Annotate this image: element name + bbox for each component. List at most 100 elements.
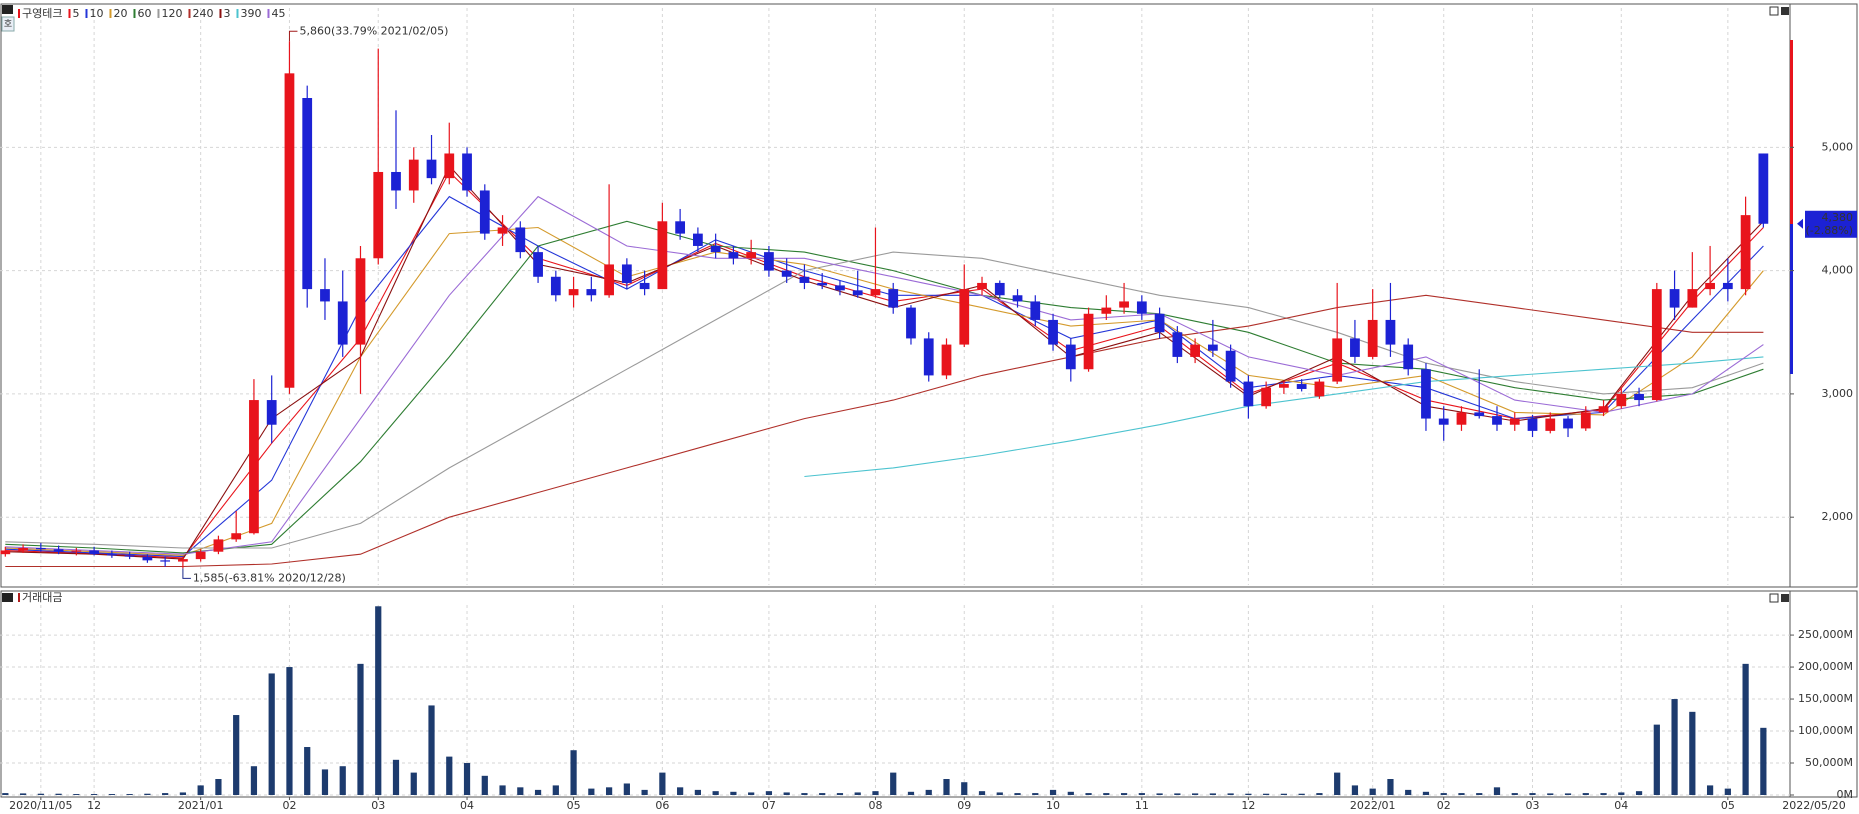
candle-body <box>1083 313 1094 370</box>
candle-body <box>284 73 295 388</box>
candle-body <box>1421 369 1431 419</box>
candle-body <box>337 301 348 345</box>
candle-body <box>1225 350 1236 382</box>
volume-bar <box>1493 787 1501 795</box>
candle-body <box>1527 418 1538 431</box>
candle-body <box>1563 418 1573 429</box>
volume-bar <box>534 789 542 795</box>
candle-body <box>1705 282 1715 290</box>
volume-bar <box>588 788 595 795</box>
volume-bar <box>215 779 222 795</box>
last-price-pointer <box>1797 218 1803 229</box>
candle-body <box>852 290 863 296</box>
volume-bar <box>712 791 719 795</box>
candle-body <box>124 555 135 557</box>
candle-body <box>35 548 46 550</box>
volume-bar <box>801 793 808 795</box>
y-tick-label: 150,000M <box>1798 692 1853 705</box>
candle-body <box>249 400 259 534</box>
candle-body <box>817 282 828 286</box>
candle-body <box>426 159 437 179</box>
candle-body <box>1669 289 1680 308</box>
candle-body <box>1136 301 1147 314</box>
volume-bar <box>694 789 701 795</box>
candle-body <box>1651 289 1662 401</box>
x-tick-label: 05 <box>567 799 581 812</box>
last-price-label: 4,380 <box>1822 211 1854 224</box>
candle-body <box>639 282 650 290</box>
moving-average-line <box>804 356 1764 478</box>
candle-body <box>462 153 472 191</box>
candle-body <box>693 233 703 246</box>
volume-bar <box>392 759 400 795</box>
candle-body <box>1154 313 1165 333</box>
close-button[interactable] <box>1781 594 1789 602</box>
candle-body <box>1190 344 1200 357</box>
candle-body <box>568 289 579 296</box>
close-button[interactable] <box>1781 7 1789 15</box>
x-tick-label: 12 <box>1241 799 1255 812</box>
candle-body <box>1758 153 1769 224</box>
range-bar-down <box>1790 224 1793 374</box>
legend-swatch <box>109 9 112 18</box>
x-tick-label: 05 <box>1721 799 1735 812</box>
candle-body <box>1687 289 1698 308</box>
candle-body <box>586 289 597 296</box>
candle-body <box>18 548 28 551</box>
annotation-label: 5,860(33.79% 2021/02/05) <box>299 24 448 37</box>
volume-bar <box>304 747 311 795</box>
legend-label: 구영테크 <box>22 7 62 20</box>
volume-bar <box>1724 788 1731 795</box>
volume-bar <box>37 793 44 795</box>
candle-body <box>213 539 224 552</box>
volume-bar <box>1689 711 1696 795</box>
volume-bar <box>1369 788 1376 795</box>
panel-menu[interactable] <box>2 5 13 14</box>
legend-swatch <box>18 593 20 602</box>
candle-body <box>1474 412 1485 417</box>
candle-body <box>1030 301 1041 320</box>
volume-bar <box>1440 793 1447 795</box>
volume-bar <box>197 785 204 795</box>
volume-bar <box>1103 793 1110 795</box>
maximize-button[interactable] <box>1769 593 1779 603</box>
volume-bar <box>1458 793 1465 795</box>
y-tick-label: 200,000M <box>1798 660 1853 673</box>
candle-body <box>302 98 313 290</box>
annotation-leader <box>288 30 298 42</box>
volume-bar <box>1245 793 1252 795</box>
legend-swatch <box>188 9 191 18</box>
volume-bar <box>1529 793 1536 795</box>
legend-swatch <box>267 9 270 18</box>
volume-bar <box>677 787 684 795</box>
moving-average-line <box>5 220 1764 554</box>
moving-average-line <box>5 294 1764 568</box>
candle-body <box>1119 301 1129 308</box>
volume-bar <box>446 756 453 795</box>
candle-body <box>550 276 561 296</box>
candle-body <box>977 282 987 290</box>
candle-body <box>1403 344 1414 370</box>
volume-bar <box>1564 793 1572 795</box>
side-tab[interactable] <box>1 16 15 32</box>
candle-body <box>1012 295 1023 302</box>
candle-body <box>1243 381 1254 407</box>
candle-body <box>1580 412 1591 429</box>
volume-bar <box>499 785 506 795</box>
volume-bar <box>1635 791 1643 795</box>
candle-body <box>959 289 970 345</box>
legend-swatch <box>236 9 239 18</box>
volume-bar <box>1192 793 1199 795</box>
candle-body <box>1048 319 1058 345</box>
panel-menu[interactable] <box>2 593 13 602</box>
volume-bar <box>836 793 844 795</box>
candle-body <box>870 289 881 296</box>
volume-bar <box>339 766 346 795</box>
volume-bar <box>19 793 27 795</box>
volume-bar <box>943 779 950 795</box>
x-tick-label: 06 <box>655 799 669 812</box>
volume-bar <box>1049 789 1057 795</box>
maximize-button[interactable] <box>1769 6 1779 16</box>
x-tick-label: 07 <box>762 799 776 812</box>
candle-body <box>1616 393 1627 407</box>
